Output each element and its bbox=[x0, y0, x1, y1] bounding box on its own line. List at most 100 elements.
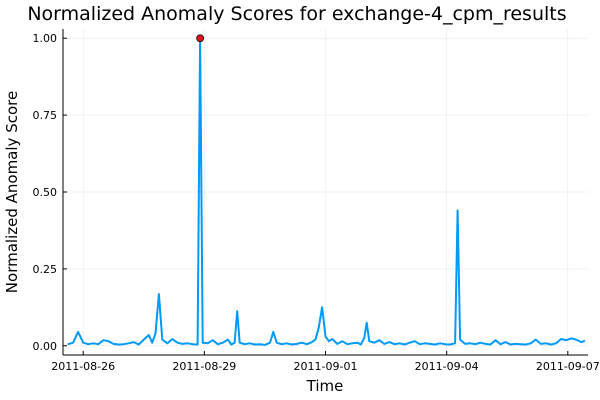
data-point bbox=[227, 339, 229, 341]
chart-title: Normalized Anomaly Scores for exchange-4… bbox=[27, 3, 566, 25]
data-point bbox=[469, 342, 471, 344]
data-point bbox=[489, 343, 491, 346]
data-point bbox=[530, 342, 532, 344]
data-point bbox=[341, 340, 343, 342]
data-point bbox=[560, 338, 562, 340]
x-axis-ticks: 2011-08-26 2011-08-29 2011-09-01 2011-09-04… bbox=[51, 351, 600, 373]
data-point bbox=[272, 331, 274, 333]
data-point bbox=[234, 342, 236, 344]
data-point bbox=[128, 342, 130, 344]
data-point bbox=[158, 293, 160, 295]
data-point bbox=[575, 339, 577, 341]
y-axis-ticks: 0.00 0.25 0.50 0.75 1.00 bbox=[33, 32, 67, 353]
data-point bbox=[102, 339, 104, 341]
data-point bbox=[239, 342, 241, 344]
x-axis-label: Time bbox=[306, 377, 344, 395]
data-point bbox=[176, 342, 178, 344]
data-point bbox=[419, 343, 421, 345]
data-point bbox=[584, 340, 586, 342]
data-point bbox=[72, 342, 74, 344]
y-tick-label: 0.50 bbox=[33, 186, 58, 199]
data-point bbox=[311, 341, 313, 343]
data-point bbox=[112, 343, 115, 345]
y-tick-label: 0.75 bbox=[33, 109, 58, 122]
anomaly-score-points bbox=[67, 37, 586, 346]
data-point bbox=[545, 342, 547, 344]
data-point bbox=[540, 343, 542, 345]
data-point bbox=[249, 342, 251, 344]
data-point bbox=[306, 343, 308, 345]
data-point bbox=[444, 343, 446, 345]
data-point bbox=[291, 343, 293, 346]
data-point bbox=[161, 339, 163, 341]
data-point bbox=[404, 343, 406, 346]
data-point bbox=[550, 343, 552, 346]
data-point bbox=[331, 338, 333, 340]
data-point bbox=[92, 342, 94, 344]
data-point bbox=[510, 343, 512, 346]
data-point bbox=[429, 343, 431, 345]
data-point bbox=[217, 343, 219, 345]
data-point bbox=[87, 343, 89, 345]
data-point bbox=[525, 343, 527, 346]
data-point bbox=[360, 343, 362, 346]
data-point bbox=[363, 337, 365, 339]
data-point bbox=[82, 342, 84, 344]
data-point bbox=[464, 343, 466, 345]
data-point bbox=[457, 209, 459, 212]
data-point bbox=[535, 339, 537, 341]
data-point bbox=[222, 342, 224, 344]
data-point bbox=[254, 343, 256, 346]
data-point bbox=[171, 338, 173, 340]
data-point bbox=[67, 343, 69, 345]
data-point bbox=[318, 326, 320, 328]
data-point bbox=[186, 342, 189, 344]
x-tick-label: 2011-08-29 bbox=[172, 360, 236, 373]
data-point bbox=[373, 342, 375, 344]
x-tick-label: 2011-09-07 bbox=[536, 360, 600, 373]
data-point bbox=[212, 339, 214, 341]
data-point bbox=[151, 342, 153, 344]
data-point bbox=[264, 344, 266, 346]
data-point bbox=[555, 342, 557, 344]
y-tick-label: 0.00 bbox=[33, 340, 58, 353]
data-point bbox=[230, 343, 232, 346]
data-point bbox=[207, 342, 209, 344]
data-point bbox=[192, 343, 194, 345]
data-point bbox=[324, 335, 327, 338]
data-point bbox=[259, 343, 261, 345]
data-point bbox=[479, 342, 481, 344]
data-point bbox=[166, 342, 168, 344]
data-point bbox=[368, 340, 370, 342]
data-point bbox=[336, 343, 338, 345]
data-point bbox=[301, 342, 303, 344]
x-tick-label: 2011-08-26 bbox=[51, 360, 115, 373]
data-point bbox=[244, 343, 246, 345]
data-point bbox=[388, 341, 390, 343]
data-point bbox=[138, 343, 140, 346]
data-point bbox=[346, 343, 348, 345]
data-point bbox=[97, 343, 99, 345]
data-point bbox=[236, 310, 238, 312]
data-point bbox=[356, 342, 359, 344]
data-point bbox=[393, 343, 396, 345]
max-anomaly-marker bbox=[196, 34, 205, 43]
data-point bbox=[314, 339, 316, 341]
data-point bbox=[321, 306, 323, 308]
y-tick-label: 1.00 bbox=[33, 32, 58, 45]
data-point bbox=[580, 341, 582, 343]
data-point bbox=[286, 342, 288, 344]
data-point bbox=[570, 337, 572, 339]
data-point bbox=[276, 342, 278, 344]
data-point bbox=[148, 334, 150, 336]
data-point bbox=[398, 342, 401, 344]
data-point bbox=[328, 340, 330, 342]
data-point bbox=[414, 340, 416, 342]
data-point bbox=[269, 342, 271, 344]
data-point bbox=[439, 342, 441, 344]
data-point bbox=[77, 331, 79, 333]
data-point bbox=[296, 343, 298, 345]
data-point bbox=[515, 343, 517, 345]
data-point bbox=[107, 340, 109, 342]
